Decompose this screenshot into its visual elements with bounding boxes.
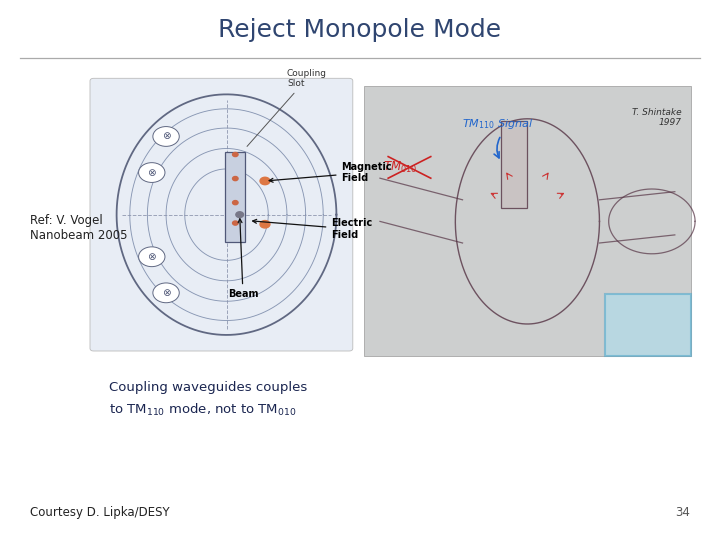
- Text: ⊗: ⊗: [162, 131, 171, 141]
- Text: ⊗: ⊗: [148, 167, 156, 178]
- Circle shape: [138, 163, 165, 183]
- Text: ⊗: ⊗: [162, 288, 171, 298]
- Text: 34: 34: [675, 507, 690, 519]
- Circle shape: [233, 152, 238, 157]
- Text: Reject Monopole Mode: Reject Monopole Mode: [218, 18, 502, 42]
- Circle shape: [233, 221, 238, 225]
- Text: $TM_{110}$ Signal: $TM_{110}$ Signal: [462, 117, 533, 131]
- Bar: [364, 86, 691, 356]
- Text: Electric
Field: Electric Field: [253, 218, 372, 240]
- FancyBboxPatch shape: [90, 78, 353, 351]
- Text: Courtesy D. Lipka/DESY: Courtesy D. Lipka/DESY: [30, 507, 170, 519]
- Bar: [501, 122, 528, 208]
- Circle shape: [260, 177, 270, 185]
- Text: Magnetic
Field: Magnetic Field: [269, 162, 392, 184]
- Text: ⊗: ⊗: [148, 252, 156, 262]
- Text: Beam: Beam: [228, 219, 258, 299]
- Text: to TM$_{110}$ mode, not to TM$_{010}$: to TM$_{110}$ mode, not to TM$_{010}$: [109, 402, 297, 418]
- Text: Coupling waveguides couples: Coupling waveguides couples: [109, 381, 307, 394]
- Circle shape: [236, 212, 243, 218]
- Bar: [225, 152, 246, 242]
- Circle shape: [233, 177, 238, 180]
- Text: Ref: V. Vogel
Nanobeam 2005: Ref: V. Vogel Nanobeam 2005: [30, 214, 127, 242]
- Circle shape: [153, 126, 179, 146]
- Text: T. Shintake
1997: T. Shintake 1997: [631, 108, 681, 127]
- Circle shape: [138, 247, 165, 267]
- Circle shape: [260, 220, 270, 228]
- Bar: [605, 294, 691, 356]
- Text: Coupling
Slot: Coupling Slot: [247, 69, 327, 146]
- Circle shape: [233, 200, 238, 205]
- Text: $TM_{010}$: $TM_{010}$: [383, 160, 418, 175]
- Circle shape: [153, 283, 179, 303]
